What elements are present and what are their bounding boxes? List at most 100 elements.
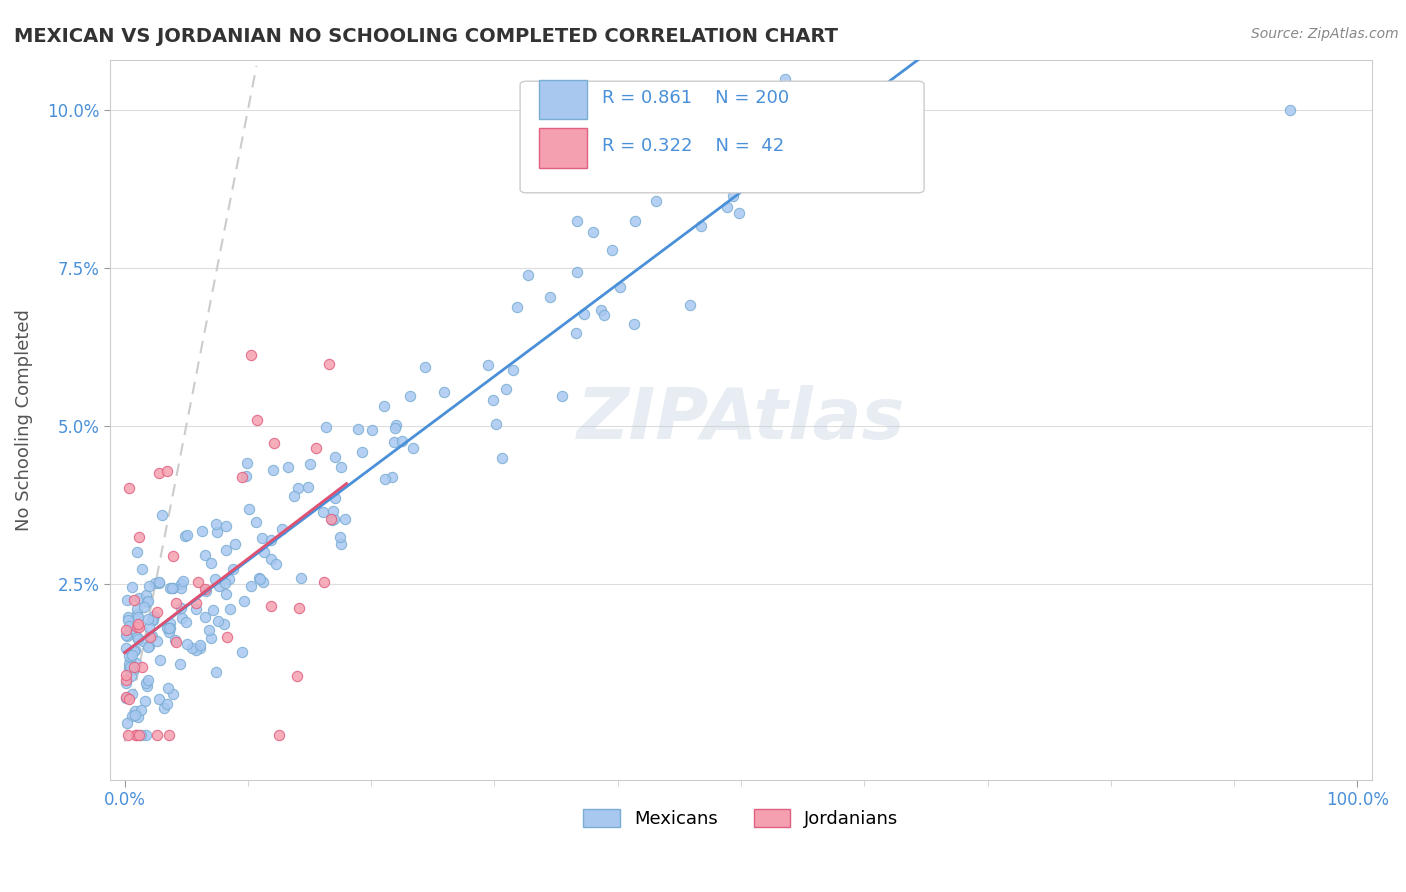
Point: [565, 326, 588, 341]
Point: [176, 615, 198, 630]
Point: [121, 687, 143, 701]
FancyBboxPatch shape: [520, 81, 924, 193]
Point: [214, 576, 236, 591]
Point: [125, 728, 148, 742]
Point: [207, 614, 229, 628]
Point: [194, 584, 217, 599]
Point: [491, 450, 513, 465]
Point: [176, 527, 198, 541]
Point: [283, 489, 305, 503]
Point: [118, 657, 141, 671]
Point: [1278, 103, 1301, 117]
Point: [148, 691, 170, 706]
Point: [730, 112, 752, 126]
Point: [399, 389, 422, 403]
Point: [214, 617, 236, 632]
Point: [146, 605, 169, 619]
Point: [329, 530, 352, 544]
Point: [231, 470, 253, 484]
Point: [752, 169, 775, 183]
Point: [118, 661, 141, 675]
Point: [623, 317, 645, 331]
Point: [122, 592, 145, 607]
Point: [194, 609, 217, 624]
Point: [679, 298, 702, 312]
Point: [148, 466, 170, 480]
Point: [157, 681, 180, 695]
Point: [157, 728, 180, 742]
Point: [728, 206, 751, 220]
Point: [186, 602, 208, 616]
Point: [115, 629, 138, 643]
Point: [148, 575, 170, 590]
Point: [323, 491, 346, 506]
Text: R = 0.322    N =  42: R = 0.322 N = 42: [602, 137, 785, 155]
Point: [624, 214, 647, 228]
Point: [495, 383, 517, 397]
Point: [260, 533, 283, 548]
Point: [128, 591, 150, 606]
Point: [124, 728, 146, 742]
Point: [572, 306, 595, 320]
Point: [235, 468, 257, 483]
Point: [169, 657, 191, 672]
Point: [165, 596, 187, 610]
Point: [350, 445, 373, 459]
Point: [432, 385, 454, 400]
Point: [194, 582, 217, 596]
Point: [129, 703, 152, 717]
Point: [735, 95, 758, 109]
Point: [115, 716, 138, 731]
Point: [194, 549, 217, 563]
Point: [381, 469, 404, 483]
Point: [136, 594, 159, 608]
Point: [240, 348, 263, 362]
Point: [155, 697, 177, 711]
Point: [502, 363, 524, 377]
Point: [204, 517, 226, 532]
Point: [318, 357, 340, 371]
Point: [385, 417, 408, 432]
Point: [117, 728, 139, 742]
Point: [190, 524, 212, 538]
Point: [117, 593, 139, 607]
Text: R = 0.861    N = 200: R = 0.861 N = 200: [602, 89, 789, 107]
Point: [159, 621, 181, 635]
Point: [330, 460, 353, 475]
Point: [135, 589, 157, 603]
Point: [125, 656, 148, 670]
Text: ZIPAtlas: ZIPAtlas: [576, 385, 905, 454]
Point: [384, 421, 406, 435]
Point: [222, 562, 245, 576]
Point: [315, 420, 337, 434]
Point: [263, 436, 285, 450]
Point: [299, 457, 322, 471]
Y-axis label: No Schooling Completed: No Schooling Completed: [15, 309, 32, 531]
Point: [756, 107, 779, 121]
Point: [128, 728, 150, 742]
Point: [314, 575, 336, 590]
Point: [121, 709, 143, 723]
Point: [127, 632, 149, 647]
Point: [162, 687, 184, 701]
Point: [125, 620, 148, 634]
Point: [186, 596, 208, 610]
Point: [287, 601, 309, 615]
Point: [172, 574, 194, 588]
Point: [190, 640, 212, 655]
Point: [609, 280, 631, 294]
Point: [135, 728, 157, 742]
Point: [114, 627, 136, 641]
Point: [382, 434, 405, 449]
Point: [136, 673, 159, 687]
FancyBboxPatch shape: [538, 79, 588, 120]
Point: [477, 358, 499, 372]
Point: [232, 594, 254, 608]
Point: [124, 705, 146, 719]
Point: [132, 599, 155, 614]
Point: [290, 571, 312, 585]
FancyBboxPatch shape: [538, 128, 588, 168]
Point: [297, 480, 319, 494]
Point: [485, 417, 508, 431]
Point: [117, 609, 139, 624]
